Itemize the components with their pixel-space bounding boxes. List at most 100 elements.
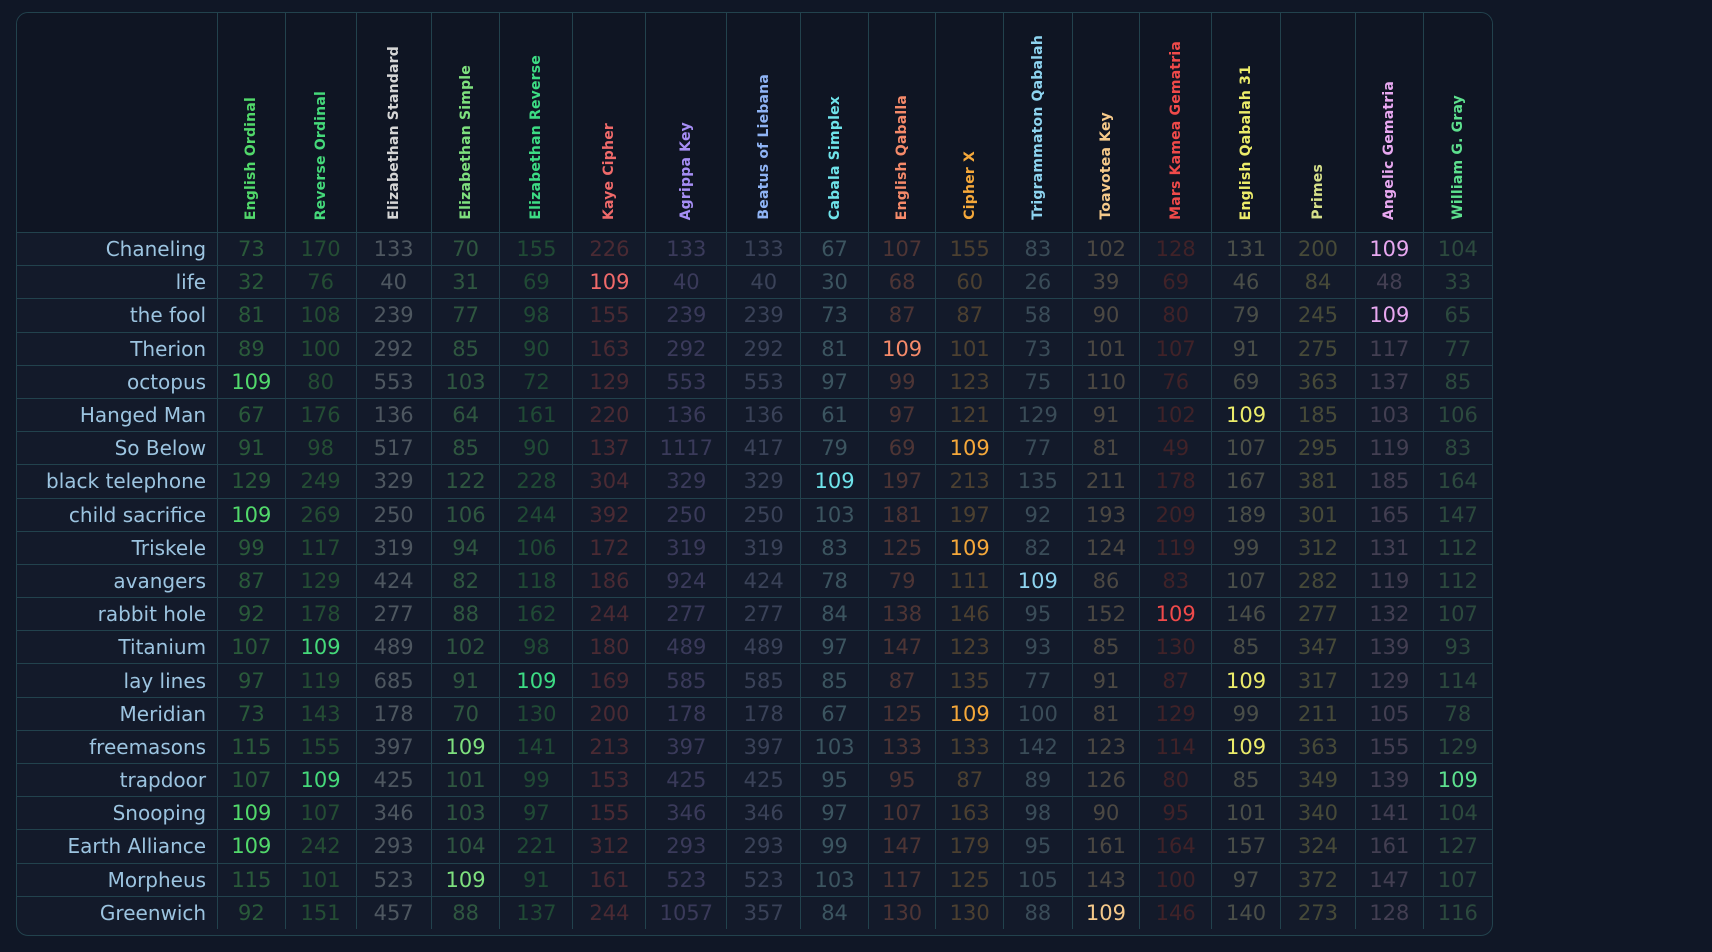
value-cell[interactable]: 161 (572, 862, 647, 897)
value-cell[interactable]: 109 (1211, 663, 1281, 698)
value-cell[interactable]: 116 (1422, 895, 1492, 929)
row-label[interactable]: So Below (17, 431, 219, 466)
value-cell[interactable]: 87 (935, 762, 1004, 798)
value-cell[interactable]: 33 (1422, 265, 1492, 300)
value-cell[interactable]: 347 (1279, 630, 1357, 665)
value-cell[interactable]: 301 (1279, 497, 1357, 532)
value-cell[interactable]: 164 (1422, 464, 1492, 499)
value-cell[interactable]: 209 (1139, 497, 1213, 532)
value-cell[interactable]: 99 (217, 530, 286, 565)
value-cell[interactable]: 85 (430, 331, 501, 366)
value-cell[interactable]: 155 (1355, 729, 1424, 765)
value-cell[interactable]: 1117 (645, 431, 728, 466)
value-cell[interactable]: 89 (217, 331, 286, 366)
value-cell[interactable]: 346 (645, 796, 728, 831)
value-cell[interactable]: 329 (355, 464, 432, 499)
value-cell[interactable]: 125 (867, 530, 937, 565)
value-cell[interactable]: 109 (430, 729, 501, 765)
value-cell[interactable]: 346 (726, 796, 802, 831)
value-cell[interactable]: 138 (867, 597, 937, 632)
value-cell[interactable]: 147 (867, 630, 937, 665)
value-cell[interactable]: 97 (800, 796, 869, 831)
value-cell[interactable]: 61 (800, 397, 869, 433)
value-cell[interactable]: 87 (867, 298, 937, 333)
value-cell[interactable]: 129 (572, 364, 647, 399)
value-cell[interactable]: 107 (867, 231, 937, 267)
value-cell[interactable]: 392 (572, 497, 647, 532)
column-header[interactable]: English Qabalah 31 (1211, 13, 1281, 233)
value-cell[interactable]: 72 (499, 364, 574, 399)
value-cell[interactable]: 179 (935, 829, 1004, 864)
value-cell[interactable]: 133 (726, 231, 802, 267)
value-cell[interactable]: 108 (284, 298, 357, 333)
value-cell[interactable]: 139 (1355, 630, 1424, 665)
value-cell[interactable]: 105 (1003, 862, 1073, 897)
value-cell[interactable]: 118 (499, 563, 574, 599)
value-cell[interactable]: 73 (800, 298, 869, 333)
value-cell[interactable]: 91 (1211, 331, 1281, 366)
value-cell[interactable]: 117 (1355, 331, 1424, 366)
value-cell[interactable]: 130 (867, 895, 937, 929)
value-cell[interactable]: 312 (572, 829, 647, 864)
value-cell[interactable]: 172 (572, 530, 647, 565)
value-cell[interactable]: 68 (867, 265, 937, 300)
value-cell[interactable]: 69 (1139, 265, 1213, 300)
value-cell[interactable]: 107 (867, 796, 937, 831)
row-label[interactable]: Snooping (17, 796, 219, 831)
value-cell[interactable]: 319 (645, 530, 728, 565)
value-cell[interactable]: 155 (499, 231, 574, 267)
value-cell[interactable]: 101 (935, 331, 1004, 366)
column-header[interactable]: Cipher X (935, 13, 1004, 233)
value-cell[interactable]: 167 (1211, 464, 1281, 499)
value-cell[interactable]: 103 (800, 497, 869, 532)
value-cell[interactable]: 523 (355, 862, 432, 897)
value-cell[interactable]: 129 (1422, 729, 1492, 765)
value-cell[interactable]: 517 (355, 431, 432, 466)
value-cell[interactable]: 163 (935, 796, 1004, 831)
value-cell[interactable]: 147 (1422, 497, 1492, 532)
value-cell[interactable]: 107 (1211, 563, 1281, 599)
value-cell[interactable]: 107 (217, 630, 286, 665)
value-cell[interactable]: 135 (935, 663, 1004, 698)
value-cell[interactable]: 97 (800, 630, 869, 665)
value-cell[interactable]: 103 (1355, 397, 1424, 433)
value-cell[interactable]: 79 (1211, 298, 1281, 333)
value-cell[interactable]: 60 (935, 265, 1004, 300)
value-cell[interactable]: 81 (1071, 696, 1141, 731)
value-cell[interactable]: 103 (430, 796, 501, 831)
value-cell[interactable]: 109 (217, 497, 286, 532)
value-cell[interactable]: 193 (1071, 497, 1141, 532)
value-cell[interactable]: 89 (1003, 762, 1073, 798)
value-cell[interactable]: 329 (645, 464, 728, 499)
value-cell[interactable]: 133 (867, 729, 937, 765)
value-cell[interactable]: 80 (1139, 298, 1213, 333)
value-cell[interactable]: 97 (800, 364, 869, 399)
value-cell[interactable]: 98 (1003, 796, 1073, 831)
value-cell[interactable]: 277 (355, 597, 432, 632)
value-cell[interactable]: 99 (1211, 696, 1281, 731)
value-cell[interactable]: 73 (217, 696, 286, 731)
value-cell[interactable]: 317 (1279, 663, 1357, 698)
value-cell[interactable]: 107 (1422, 862, 1492, 897)
value-cell[interactable]: 109 (430, 862, 501, 897)
value-cell[interactable]: 107 (1422, 597, 1492, 632)
value-cell[interactable]: 239 (645, 298, 728, 333)
value-cell[interactable]: 99 (499, 762, 574, 798)
value-cell[interactable]: 346 (355, 796, 432, 831)
value-cell[interactable]: 245 (1279, 298, 1357, 333)
value-cell[interactable]: 162 (499, 597, 574, 632)
value-cell[interactable]: 106 (430, 497, 501, 532)
value-cell[interactable]: 397 (355, 729, 432, 765)
value-cell[interactable]: 112 (1422, 530, 1492, 565)
value-cell[interactable]: 457 (355, 895, 432, 929)
row-label[interactable]: Therion (17, 331, 219, 366)
value-cell[interactable]: 119 (1355, 563, 1424, 599)
value-cell[interactable]: 100 (284, 331, 357, 366)
row-label[interactable]: the fool (17, 298, 219, 333)
value-cell[interactable]: 178 (1139, 464, 1213, 499)
row-label[interactable]: Meridian (17, 696, 219, 731)
value-cell[interactable]: 84 (1279, 265, 1357, 300)
value-cell[interactable]: 129 (1139, 696, 1213, 731)
row-label[interactable]: Hanged Man (17, 397, 219, 433)
value-cell[interactable]: 157 (1211, 829, 1281, 864)
